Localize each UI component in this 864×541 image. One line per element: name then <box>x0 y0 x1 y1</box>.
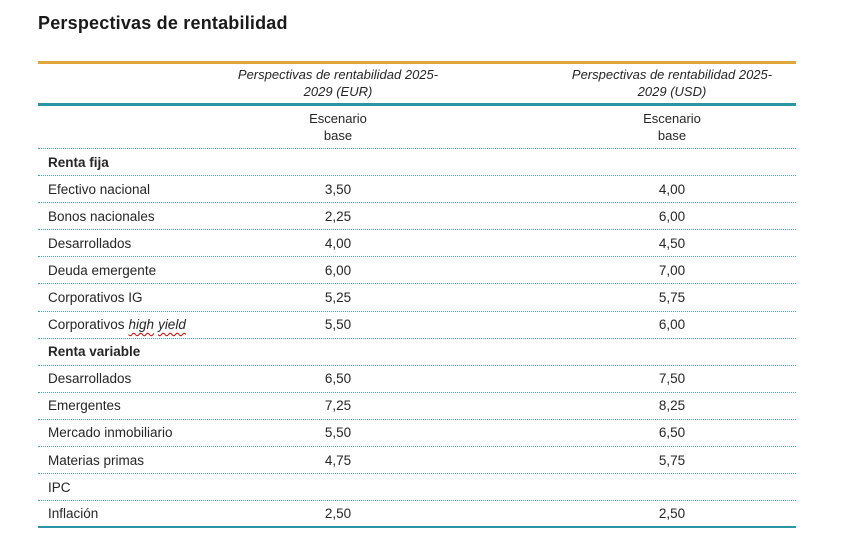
page-title: Perspectivas de rentabilidad <box>38 13 288 33</box>
row-label: Renta fija <box>48 154 109 170</box>
row-value-eur: 2,50 <box>324 506 352 522</box>
row-value-usd: 6,00 <box>658 208 686 224</box>
row-value-eur: 5,50 <box>324 425 352 441</box>
table-row-emergentes: Emergentes 7,25 8,25 <box>38 393 796 420</box>
subheader-scenario-eur: Escenario base <box>188 110 488 144</box>
table-header-row: Perspectivas de rentabilidad 2025- 2029 … <box>38 61 796 106</box>
subheader-scenario-usd: Escenario base <box>488 110 796 144</box>
table-row-deuda-emergente: Deuda emergente 6,00 7,00 <box>38 257 796 285</box>
row-value-eur: 5,25 <box>324 290 352 306</box>
row-value-eur: 4,75 <box>324 452 352 468</box>
table-subheader-row: Escenario base Escenario base <box>38 106 796 149</box>
header-spacer <box>38 66 188 100</box>
scenario-usd-line1: Escenario <box>643 111 701 126</box>
column-header-eur-line1: Perspectivas de rentabilidad 2025- <box>237 67 439 82</box>
row-value-usd: 4,00 <box>658 181 686 197</box>
row-label: Materias primas <box>48 452 145 468</box>
scenario-usd-line2: base <box>657 128 687 143</box>
table-row-efectivo-nacional: Efectivo nacional 3,50 4,00 <box>38 176 796 204</box>
row-value-usd: 7,50 <box>658 371 686 387</box>
table-row-inflacion: Inflación 2,50 2,50 <box>38 501 796 529</box>
row-label: Corporativos IG <box>48 290 143 306</box>
row-label: Desarrollados <box>48 371 132 387</box>
column-header-eur: Perspectivas de rentabilidad 2025- 2029 … <box>188 66 488 100</box>
row-value-eur: 6,00 <box>324 262 352 278</box>
row-value-eur: 5,50 <box>324 317 352 333</box>
table-row-section-renta-variable: Renta variable <box>38 339 796 366</box>
table-row-desarrollados-rv: Desarrollados 6,50 7,50 <box>38 366 796 393</box>
row-label: Desarrollados <box>48 235 132 251</box>
table-row-desarrollados-rf: Desarrollados 4,00 4,50 <box>38 230 796 258</box>
table-row-ipc: IPC <box>38 474 796 502</box>
row-value-eur: 7,25 <box>324 398 352 414</box>
row-label-italic-word: high <box>128 317 155 333</box>
row-label: Renta variable <box>48 344 141 360</box>
row-label: Efectivo nacional <box>48 181 151 197</box>
row-value-usd: 4,50 <box>658 235 686 251</box>
row-label: Inflación <box>48 506 99 522</box>
row-value-usd: 7,00 <box>658 262 686 278</box>
scenario-eur-line2: base <box>323 128 353 143</box>
subheader-spacer <box>38 110 188 144</box>
table-row-corporativos-high-yield: Corporativos high yield 5,50 6,00 <box>38 312 796 339</box>
row-label: Emergentes <box>48 398 121 414</box>
row-label-italic-word: yield <box>158 317 186 333</box>
table-row-corporativos-ig: Corporativos IG 5,25 5,75 <box>38 284 796 312</box>
row-value-eur: 6,50 <box>324 371 352 387</box>
column-header-usd-line2: 2029 (USD) <box>637 84 707 99</box>
returns-table: Perspectivas de rentabilidad 2025- 2029 … <box>38 61 796 529</box>
table-row-bonos-nacionales: Bonos nacionales 2,25 6,00 <box>38 203 796 231</box>
column-header-eur-line2: 2029 (EUR) <box>303 84 373 99</box>
row-value-eur: 3,50 <box>324 181 352 197</box>
row-value-usd: 5,75 <box>658 452 686 468</box>
row-value-usd: 6,50 <box>658 425 686 441</box>
row-value-usd: 8,25 <box>658 398 686 414</box>
row-value-eur: 4,00 <box>324 235 352 251</box>
row-label: Bonos nacionales <box>48 208 155 224</box>
row-value-eur: 2,25 <box>324 208 352 224</box>
row-label: Mercado inmobiliario <box>48 425 173 441</box>
row-value-usd: 2,50 <box>658 506 686 522</box>
row-label: Deuda emergente <box>48 262 157 278</box>
column-header-usd: Perspectivas de rentabilidad 2025- 2029 … <box>488 66 796 100</box>
table-row-mercado-inmobiliario: Mercado inmobiliario 5,50 6,50 <box>38 420 796 448</box>
scenario-eur-line1: Escenario <box>309 111 367 126</box>
row-value-usd: 6,00 <box>658 317 686 333</box>
row-label-regular-part: Corporativos <box>48 317 125 333</box>
row-value-usd: 5,75 <box>658 290 686 306</box>
row-label: Corporativos high yield <box>38 317 188 332</box>
row-label: IPC <box>48 479 71 495</box>
column-header-usd-line1: Perspectivas de rentabilidad 2025- <box>571 67 773 82</box>
table-row-section-renta-fija: Renta fija <box>38 149 796 177</box>
table-row-materias-primas: Materias primas 4,75 5,75 <box>38 447 796 475</box>
